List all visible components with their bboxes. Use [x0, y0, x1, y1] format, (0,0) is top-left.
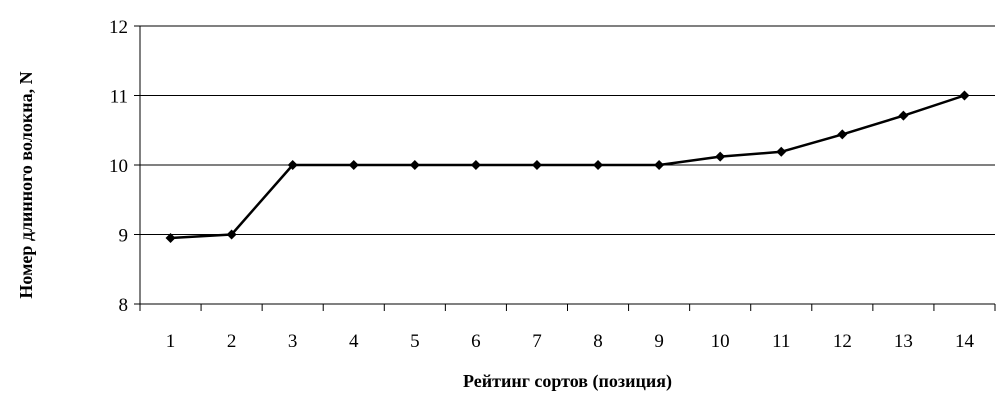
data-point-2: [226, 229, 237, 240]
data-point-14: [959, 90, 970, 101]
y-tick-label-8: 8: [119, 295, 129, 316]
data-point-10: [715, 151, 726, 162]
y-axis-title: Номер длинного волокна, N: [16, 71, 36, 298]
data-point-7: [531, 160, 542, 170]
data-point-12: [837, 129, 848, 140]
x-tick-label-4: 4: [349, 331, 359, 352]
x-tick-label-12: 12: [833, 331, 852, 352]
x-tick-label-1: 1: [166, 331, 176, 352]
y-tick-label-12: 12: [109, 17, 128, 38]
x-tick-label-6: 6: [471, 331, 481, 352]
series-line-0: [170, 94, 965, 240]
data-point-4: [348, 160, 359, 170]
data-point-9: [654, 160, 665, 170]
y-tick-label-9: 9: [119, 226, 129, 247]
data-point-11: [776, 146, 787, 157]
x-tick-label-13: 13: [894, 331, 913, 352]
x-tick-label-2: 2: [227, 331, 237, 352]
x-axis-title: Рейтинг сортов (позиция): [463, 371, 672, 392]
data-point-8: [593, 160, 604, 170]
x-tick-label-7: 7: [532, 331, 542, 352]
y-tick-label-11: 11: [110, 87, 128, 108]
x-tick-label-11: 11: [772, 331, 790, 352]
x-tick-label-9: 9: [654, 331, 664, 352]
axis-ticks: [134, 25, 996, 311]
x-tick-label-10: 10: [711, 331, 730, 352]
data-point-1: [165, 232, 176, 243]
x-tick-label-5: 5: [410, 331, 420, 352]
data-point-6: [470, 160, 481, 170]
x-tick-label-3: 3: [288, 331, 298, 352]
grid-lines: [140, 25, 995, 235]
y-tick-label-10: 10: [109, 156, 128, 177]
data-point-5: [409, 160, 420, 170]
x-tick-label-14: 14: [955, 331, 975, 352]
series-layer: [165, 90, 970, 243]
data-point-13: [898, 110, 909, 121]
x-tick-label-8: 8: [593, 331, 603, 352]
data-point-3: [287, 160, 298, 170]
